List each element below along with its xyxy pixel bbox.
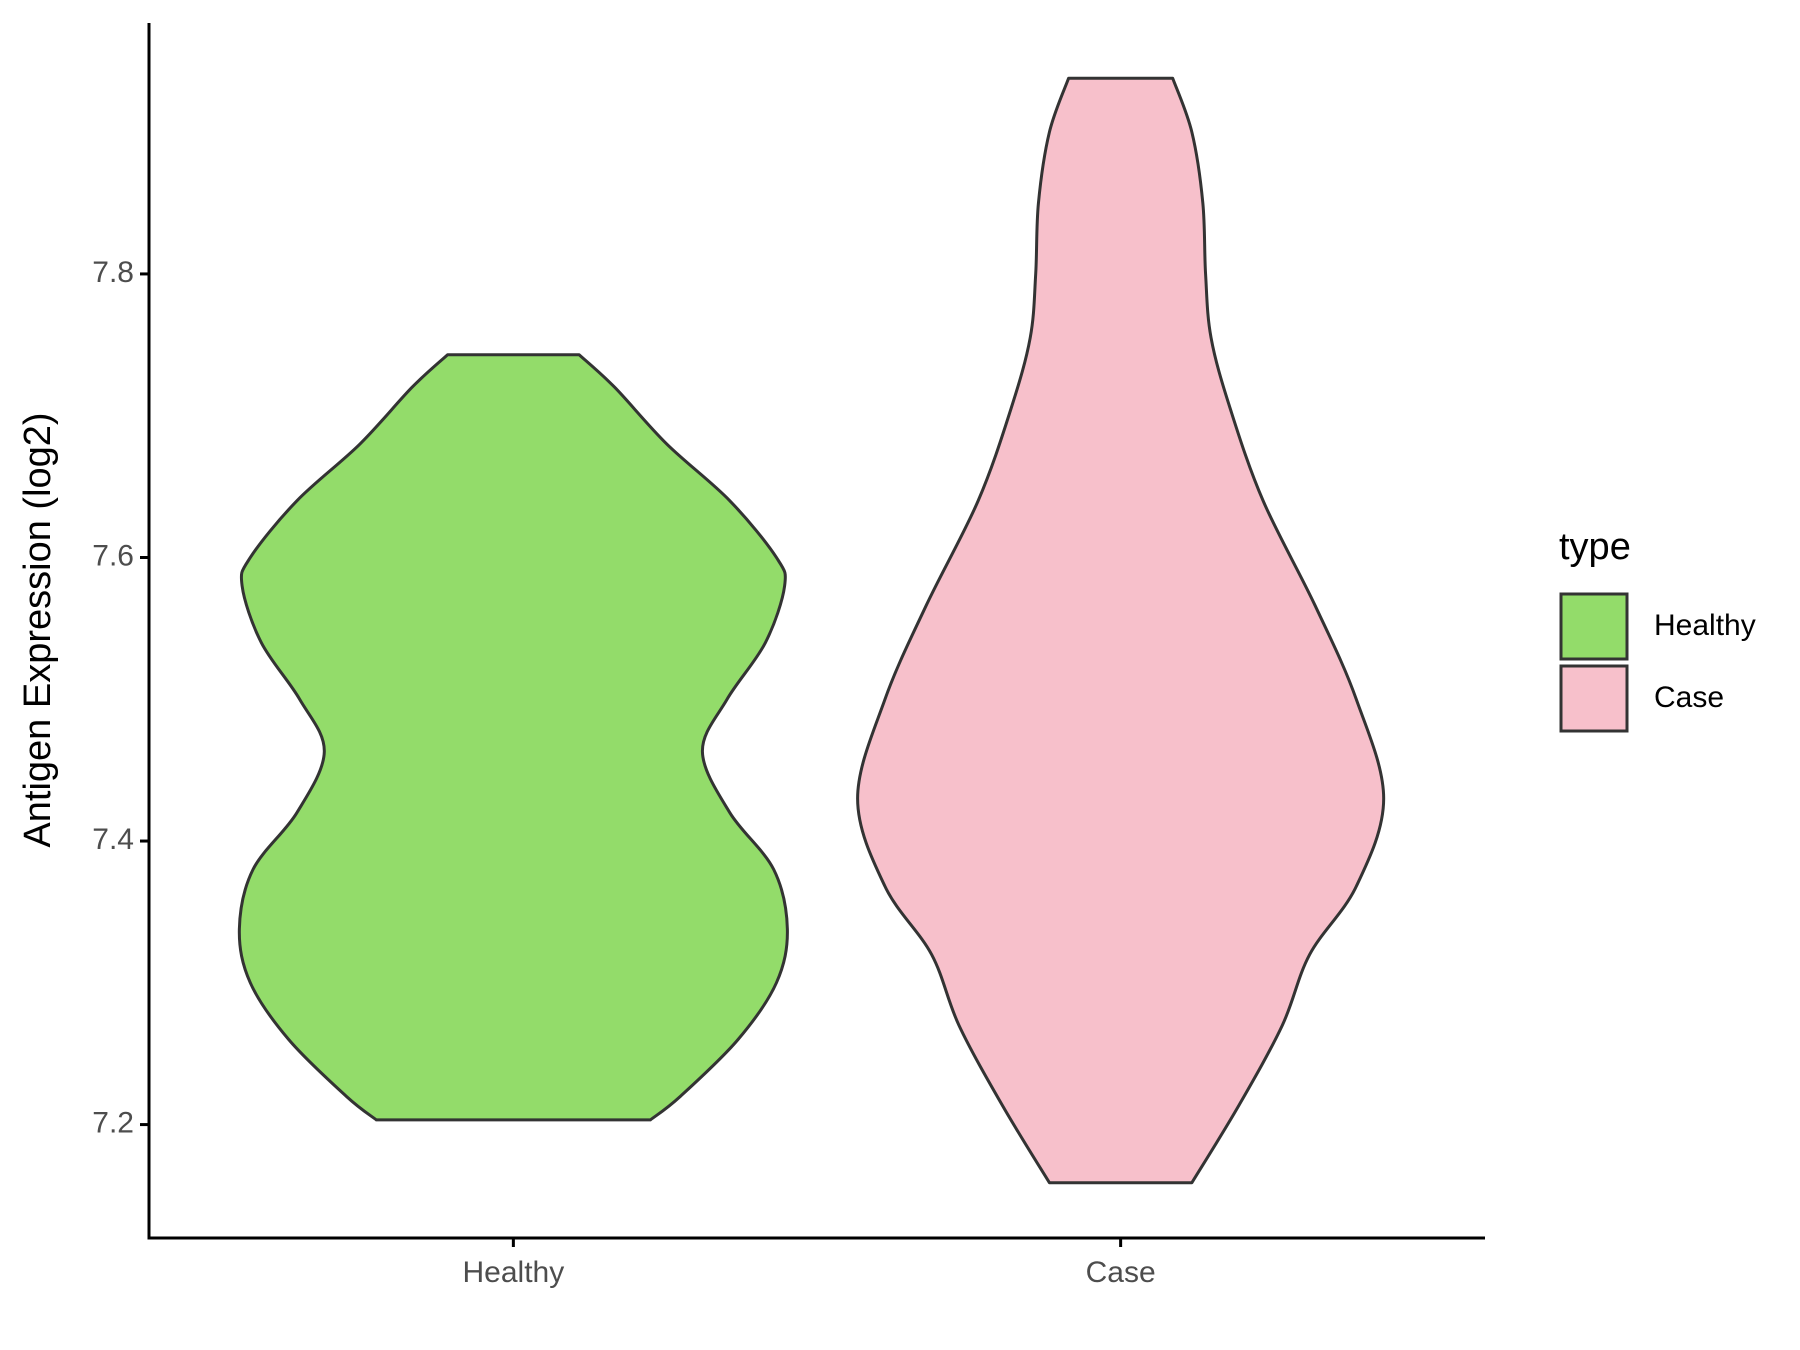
y-tick-label: 7.6 xyxy=(92,539,134,572)
y-tick-label: 7.8 xyxy=(92,256,134,289)
x-tick-label: Healthy xyxy=(463,1256,565,1289)
legend-label: Healthy xyxy=(1654,609,1756,642)
legend-key xyxy=(1559,592,1629,661)
y-axis-title: Antigen Expression (log2) xyxy=(17,412,59,847)
legend-title: type xyxy=(1559,526,1631,568)
y-tick-label: 7.2 xyxy=(92,1107,134,1140)
y-tick-label: 7.4 xyxy=(92,823,134,856)
violin xyxy=(237,353,789,1122)
legend-key xyxy=(1559,664,1629,733)
violin xyxy=(856,76,1386,1185)
x-tick-label: Case xyxy=(1086,1256,1156,1289)
legend-label: Case xyxy=(1654,681,1724,714)
